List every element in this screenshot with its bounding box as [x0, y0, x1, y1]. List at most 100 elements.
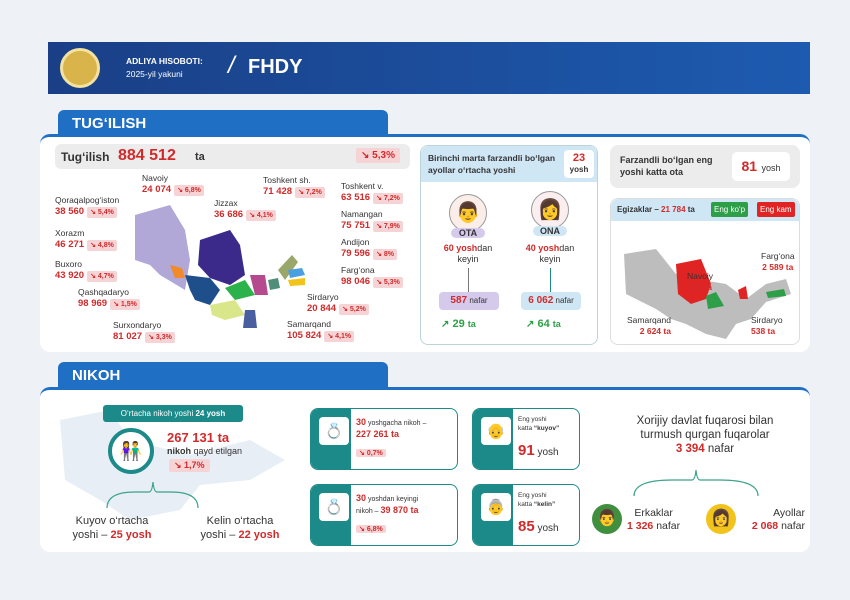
change-value: 4,1%: [256, 212, 273, 219]
oldest-bride-line2: katta: [518, 501, 533, 508]
twins-region-name: Samarqand: [627, 315, 671, 325]
trend-up-icon: ↗: [441, 319, 450, 330]
region-change: ↘ 5,3%: [373, 277, 403, 288]
change-value: 8%: [383, 251, 394, 258]
over30-card: 💍 30 yoshdan keyingi nikoh – 39 870 ta ↘ …: [310, 484, 458, 546]
map-qashqadaryo: [210, 300, 245, 320]
father-growth: ↗ 29 ta: [441, 318, 476, 330]
bride-avg-line2: yoshi –: [200, 529, 236, 541]
region-name: Xorazm: [55, 228, 85, 238]
over30-num: 30: [356, 493, 367, 503]
father-growth-value: 29: [452, 318, 465, 330]
region-name: Buxoro: [55, 259, 82, 269]
under30-change: ↘ 0,7%: [356, 449, 386, 457]
region-label: Buxoro 43 920 ↘ 4,7%: [55, 259, 117, 282]
rings-icon: 💍: [319, 417, 349, 445]
twins-region-label: Farg‘ona 2 589 ta: [761, 251, 795, 273]
header-period: 2025-yil yakuni: [126, 69, 183, 79]
region-label: Sirdaryo 20 844 ↘ 5,2%: [307, 292, 369, 315]
father-growth-unit: ta: [467, 319, 476, 329]
change-value: 5,4%: [97, 209, 114, 216]
marriage-total-bold: nikoh: [167, 446, 191, 456]
change-value: 5,2%: [349, 306, 366, 313]
mother-icon: 👩: [531, 191, 569, 229]
man-avatar: 👨: [592, 504, 622, 534]
change-value: 3,3%: [155, 334, 172, 341]
region-name: Jizzax: [214, 198, 238, 208]
twins-region-name: Navoiy: [687, 271, 713, 281]
twins-region-label: Samarqand 2 624 ta: [627, 315, 671, 337]
header-org: ADLIYA HISOBOTI:: [126, 56, 203, 66]
oldest-groom-age: 91: [518, 442, 535, 459]
region-label: Andijon 79 596 ↘ 8%: [341, 237, 397, 260]
region-label: Namangan 75 751 ↘ 7,9%: [341, 209, 403, 232]
map-fargona: [288, 278, 305, 286]
change-value: 0,7%: [366, 450, 383, 457]
oldest-groom-unit: yosh: [537, 447, 559, 458]
mother-age: 40 yosh: [525, 243, 560, 253]
change-value: 1,7%: [184, 460, 205, 470]
region-change: ↘ 5,2%: [339, 304, 369, 315]
oldest-father-card: Farzandli bo‘lgan eng yoshi katta ota 81…: [610, 145, 800, 188]
marriage-total-rest: qayd etilgan: [193, 446, 243, 456]
couple-icon: 👫: [108, 428, 154, 474]
father-count-unit: nafar: [469, 296, 488, 305]
region-name: Qashqadaryo: [78, 287, 130, 297]
region-value: 81 027: [113, 331, 143, 342]
oldest-bride-age: 85: [518, 518, 535, 535]
twins-samarqand: [706, 292, 724, 309]
change-value: 5,3%: [372, 150, 395, 161]
region-value: 36 686: [214, 209, 244, 220]
mother-growth: ↗ 64 ta: [526, 318, 561, 330]
over30-text: yoshdan keyingi: [367, 496, 419, 503]
avg-age-text: O‘rtacha nikoh yoshi: [120, 409, 194, 418]
region-label: Surxondaryo 81 027 ↘ 3,3%: [113, 320, 175, 343]
change-value: 5,3%: [383, 279, 400, 286]
region-change: ↘ 4,1%: [246, 210, 276, 221]
oldest-bride-quoted: “kelin”: [533, 501, 556, 508]
first-child-age: 23: [572, 152, 586, 164]
rings-icon: 💍: [319, 493, 349, 521]
trend-up-icon: ↗: [526, 319, 535, 330]
oldest-father-unit: yosh: [761, 163, 781, 173]
father-count: 587: [450, 295, 468, 306]
region-name: Navoiy: [142, 173, 168, 183]
region-value: 63 516: [341, 192, 371, 203]
region-label: Jizzax 36 686 ↘ 4,1%: [214, 198, 276, 221]
region-change: ↘ 7,9%: [373, 221, 403, 232]
change-value: 7,2%: [305, 189, 322, 196]
region-value: 38 560: [55, 206, 85, 217]
region-value: 24 074: [142, 184, 172, 195]
region-value: 105 824: [287, 330, 322, 341]
foreign-unit: nafar: [707, 443, 735, 455]
region-value: 79 596: [341, 248, 371, 259]
emblem-logo: [60, 48, 100, 88]
twins-region-name: Sirdaryo: [751, 315, 783, 325]
tab-birth: TUG‘ILISH: [58, 110, 388, 136]
legend-least: Eng kam: [757, 202, 795, 217]
birth-total-label: Tug‘ilish: [61, 150, 110, 164]
oldest-bride-card: 👵 Eng yoshi katta “kelin” 85 yosh: [472, 484, 580, 546]
twins-region-value: 2 624 ta: [639, 326, 671, 336]
oldest-groom-card: 👴 Eng yoshi katta “kuyov” 91 yosh: [472, 408, 580, 470]
first-child-label: Birinchi marta farzandli bo‘lgan ayollar…: [428, 153, 556, 175]
twins-value: 21 784: [661, 205, 686, 214]
region-change: ↘ 7,2%: [373, 193, 403, 204]
father-age-suffix: dan: [477, 243, 493, 253]
map-samarqand: [225, 280, 255, 300]
header-title: FHDY: [248, 56, 303, 78]
region-label: Qoraqalpog‘iston 38 560 ↘ 5,4%: [55, 195, 119, 218]
oldest-bride-unit: yosh: [537, 523, 559, 534]
region-name: Andijon: [341, 237, 370, 247]
region-value: 46 271: [55, 239, 85, 250]
map-namangan: [288, 268, 305, 278]
women-value: 2 068: [751, 520, 779, 532]
groom-avg-value: 25 yosh: [110, 529, 152, 541]
foreign-line2: turmush qurgan fuqarolar: [640, 429, 770, 441]
under30-text: yoshgacha nikoh –: [367, 420, 427, 427]
men-label: Erkaklar: [634, 507, 673, 519]
twins-map: [624, 249, 791, 339]
avg-marriage-age-banner: O‘rtacha nikoh yoshi 24 yosh: [103, 405, 243, 422]
region-label: Toshkent sh. 71 428 ↘ 7,2%: [263, 175, 325, 198]
region-name: Toshkent sh.: [263, 175, 311, 185]
